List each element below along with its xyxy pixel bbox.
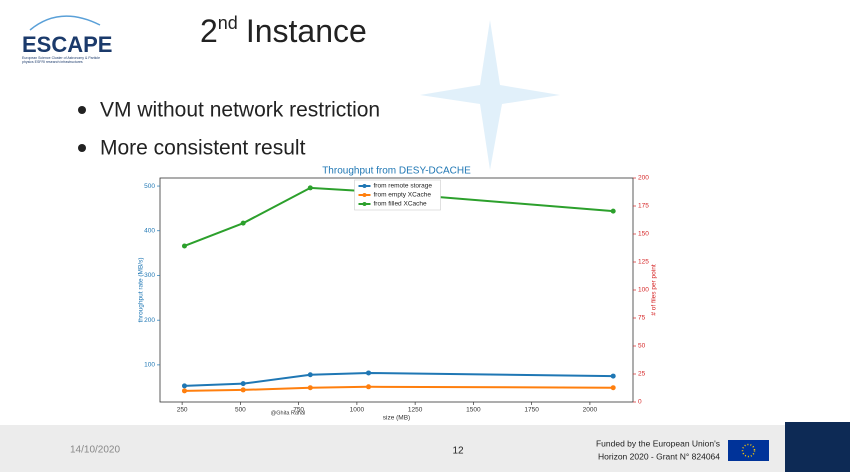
x-axis-label: size (MB) (383, 415, 410, 422)
y2-axis-label: # of files per point (651, 264, 658, 316)
bullet-dot (78, 144, 86, 152)
point (610, 385, 616, 391)
footer-date: 14/10/2020 (70, 445, 120, 456)
title-number: 2 (200, 13, 218, 49)
point (610, 373, 616, 379)
x-tick-label: 500 (235, 407, 246, 414)
point (240, 381, 246, 387)
footer-funding: Funded by the European Union's (596, 438, 720, 448)
point (181, 243, 187, 249)
annotation: @Ghita Rahal (271, 410, 306, 416)
y2-tick-label: 100 (638, 287, 649, 294)
point (610, 208, 616, 214)
bullet: More consistent result (100, 137, 306, 160)
legend-label: from empty XCache (374, 192, 432, 199)
x-tick-label: 1000 (350, 407, 365, 414)
logo-name: ESCAPE (22, 32, 112, 57)
legend-marker (362, 193, 367, 197)
eu-flag (728, 440, 769, 461)
title-suffix: nd (218, 13, 238, 33)
logo-subtitle-box: European Science Cluster of Astronomy & … (22, 56, 101, 64)
footer-bg (0, 425, 850, 472)
y2-tick-label: 25 (638, 371, 646, 378)
point (240, 387, 246, 393)
x-tick-label: 750 (293, 407, 304, 414)
point (181, 388, 187, 394)
y-tick-label: 100 (144, 362, 155, 369)
y2-tick-label: 125 (638, 259, 649, 266)
x-tick-label: 2000 (583, 407, 598, 414)
point (307, 185, 313, 191)
point (366, 370, 372, 376)
eu-stars (741, 443, 756, 458)
point (240, 220, 246, 226)
logo: ESCAPE European Science Cluster of Astro… (22, 15, 112, 64)
y2-tick-label: 150 (638, 231, 649, 238)
y2-tick-label: 200 (638, 175, 649, 182)
legend-label: from remote storage (374, 183, 433, 190)
x-tick-label: 1500 (466, 407, 481, 414)
y2-tick-label: 0 (638, 399, 642, 406)
x-tick-label: 1750 (524, 407, 539, 414)
point (307, 372, 313, 378)
slide-title: 2nd Instance (200, 13, 367, 50)
bullet: VM without network restriction (100, 99, 380, 122)
legend-label: from filled XCache (374, 201, 427, 208)
legend-marker (362, 184, 367, 188)
y2-tick-label: 175 (638, 203, 649, 210)
bullet-dot (78, 106, 86, 114)
y2-tick-label: 75 (638, 315, 646, 322)
point (366, 384, 372, 390)
y-tick-label: 200 (144, 317, 155, 324)
y2-tick-label: 50 (638, 343, 646, 350)
chart-title: Throughput from DESY-DCACHE (322, 166, 471, 177)
point (307, 385, 313, 391)
footer-page: 12 (452, 446, 464, 457)
title-text: Instance (246, 13, 367, 49)
x-tick-label: 250 (177, 407, 188, 414)
x-tick-label: 1250 (408, 407, 423, 414)
brain-image (785, 422, 850, 472)
y-tick-label: 500 (144, 183, 155, 190)
point (181, 383, 187, 389)
y-axis-label: throughput rate (MB/s) (138, 257, 145, 322)
y-tick-label: 300 (144, 272, 155, 279)
legend-marker (362, 202, 367, 206)
star-decoration (420, 20, 560, 170)
logo-subtitle: European Science Cluster of Astronomy & … (22, 56, 101, 64)
y-tick-label: 400 (144, 227, 155, 234)
footer-funding: Horizon 2020 - Grant N° 824064 (598, 451, 720, 461)
